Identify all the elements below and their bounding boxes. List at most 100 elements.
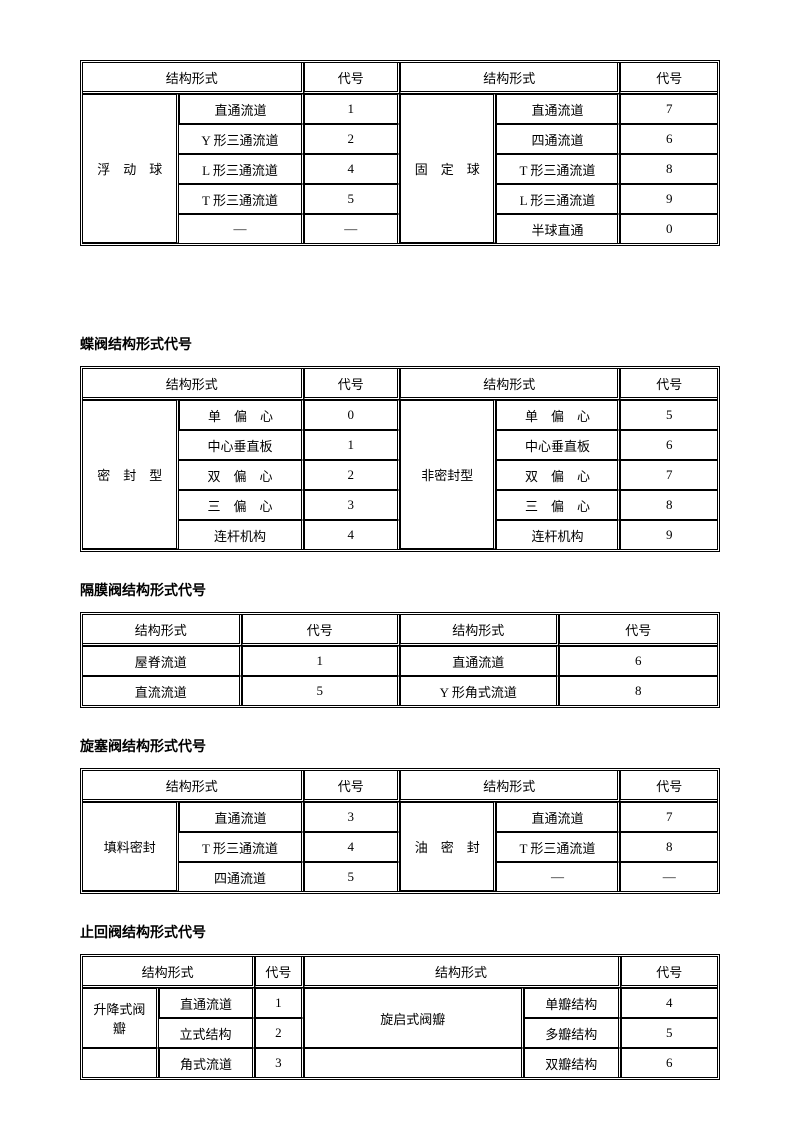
cell: 3 — [304, 802, 400, 832]
cell: 8 — [620, 832, 717, 862]
cell: 双 偏 心 — [496, 460, 620, 490]
cell: 3 — [255, 1048, 303, 1077]
cell: 单 偏 心 — [496, 400, 620, 430]
cell: 4 — [304, 832, 400, 862]
hdr: 结构形式 — [83, 771, 304, 802]
cell: 1 — [304, 430, 400, 460]
cell: 6 — [620, 124, 717, 154]
cell: 直通流道 — [400, 646, 559, 676]
cell: T 形三通流道 — [179, 832, 303, 862]
hdr: 代号 — [255, 957, 303, 988]
cell: 8 — [620, 154, 717, 184]
cat-left: 密 封 型 — [83, 400, 179, 549]
cell: 5 — [621, 1018, 718, 1048]
cell: 立式结构 — [159, 1018, 255, 1048]
cat-left: 浮 动 球 — [83, 94, 179, 243]
cat-left: 升降式阀瓣 — [83, 988, 159, 1048]
hdr: 结构形式 — [304, 957, 621, 988]
cell-empty — [304, 1048, 525, 1077]
cell: 5 — [304, 862, 400, 891]
cell: 4 — [304, 520, 400, 549]
hdr-structure-l: 结构形式 — [83, 63, 304, 94]
hdr: 代号 — [304, 771, 400, 802]
cell: 6 — [620, 430, 717, 460]
cell: 中心垂直板 — [496, 430, 620, 460]
cell: 四通流道 — [496, 124, 620, 154]
cell: 角式流道 — [159, 1048, 255, 1077]
cell: 直通流道 — [496, 94, 620, 124]
cell: 1 — [242, 646, 401, 676]
cell: 单 偏 心 — [179, 400, 303, 430]
hdr-structure-r: 结构形式 — [400, 63, 621, 94]
cell: 2 — [255, 1018, 303, 1048]
cell: 0 — [304, 400, 400, 430]
check-valve-table: 结构形式 代号 结构形式 代号 升降式阀瓣 直通流道 1 旋启式阀瓣 单瓣结构 … — [80, 954, 720, 1080]
hdr: 结构形式 — [400, 615, 559, 646]
cat-right: 固 定 球 — [400, 94, 496, 243]
cell: — — [496, 862, 620, 891]
title-diaphragm: 隔膜阀结构形式代号 — [80, 580, 720, 600]
cell: 直通流道 — [496, 802, 620, 832]
hdr: 代号 — [242, 615, 401, 646]
cell: 5 — [242, 676, 401, 705]
title-check: 止回阀结构形式代号 — [80, 922, 720, 942]
diaphragm-valve-table: 结构形式 代号 结构形式 代号 屋脊流道 1 直通流道 6 直流流道 5 Y 形… — [80, 612, 720, 708]
cell: 7 — [620, 802, 717, 832]
cat-right: 油 密 封 — [400, 802, 496, 891]
cell: 四通流道 — [179, 862, 303, 891]
cell: — — [304, 214, 400, 243]
cell: Y 形角式流道 — [400, 676, 559, 705]
cell: 8 — [620, 490, 717, 520]
cat-left: 填料密封 — [83, 802, 179, 891]
hdr-code-r: 代号 — [620, 63, 717, 94]
cell: 3 — [304, 490, 400, 520]
hdr-code-r: 代号 — [620, 369, 717, 400]
cell: 6 — [621, 1048, 718, 1077]
cell: 7 — [620, 94, 717, 124]
hdr: 结构形式 — [400, 771, 621, 802]
cell: 双 偏 心 — [179, 460, 303, 490]
cell: 6 — [559, 646, 718, 676]
cat-right: 非密封型 — [400, 400, 496, 549]
cell: 1 — [304, 94, 400, 124]
cell: T 形三通流道 — [496, 154, 620, 184]
cell: 0 — [620, 214, 717, 243]
hdr: 代号 — [621, 957, 718, 988]
cell: 多瓣结构 — [524, 1018, 620, 1048]
cell: 直通流道 — [179, 94, 303, 124]
hdr: 代号 — [620, 771, 717, 802]
ball-valve-table: 结构形式 代号 结构形式 代号 浮 动 球 直通流道 1 固 定 球 直通流道 … — [80, 60, 720, 246]
plug-valve-table: 结构形式 代号 结构形式 代号 填料密封 直通流道 3 油 密 封 直通流道 7… — [80, 768, 720, 894]
cell: 8 — [559, 676, 718, 705]
cell: 三 偏 心 — [179, 490, 303, 520]
cat-right: 旋启式阀瓣 — [304, 988, 525, 1048]
cell: 2 — [304, 460, 400, 490]
cell: 9 — [620, 520, 717, 549]
cell: 9 — [620, 184, 717, 214]
cell: 单瓣结构 — [524, 988, 620, 1018]
cell: 5 — [620, 400, 717, 430]
hdr-code-l: 代号 — [304, 369, 400, 400]
cell: 4 — [621, 988, 718, 1018]
cell: 直流流道 — [83, 676, 242, 705]
hdr: 代号 — [559, 615, 718, 646]
cell: 7 — [620, 460, 717, 490]
cell: 双瓣结构 — [524, 1048, 620, 1077]
hdr-structure-l: 结构形式 — [83, 369, 304, 400]
cell: T 形三通流道 — [496, 832, 620, 862]
cell: 2 — [304, 124, 400, 154]
cell: T 形三通流道 — [179, 184, 303, 214]
cell: 5 — [304, 184, 400, 214]
hdr-code-l: 代号 — [304, 63, 400, 94]
cell: 屋脊流道 — [83, 646, 242, 676]
cell: 三 偏 心 — [496, 490, 620, 520]
butterfly-valve-table: 结构形式 代号 结构形式 代号 密 封 型 单 偏 心 0 非密封型 单 偏 心… — [80, 366, 720, 552]
cell: 连杆机构 — [179, 520, 303, 549]
cell: 中心垂直板 — [179, 430, 303, 460]
cell: 4 — [304, 154, 400, 184]
title-butterfly: 蝶阀结构形式代号 — [80, 334, 720, 354]
cell: 直通流道 — [179, 802, 303, 832]
cell: L 形三通流道 — [496, 184, 620, 214]
cell: — — [620, 862, 717, 891]
cell-empty — [83, 1048, 159, 1077]
